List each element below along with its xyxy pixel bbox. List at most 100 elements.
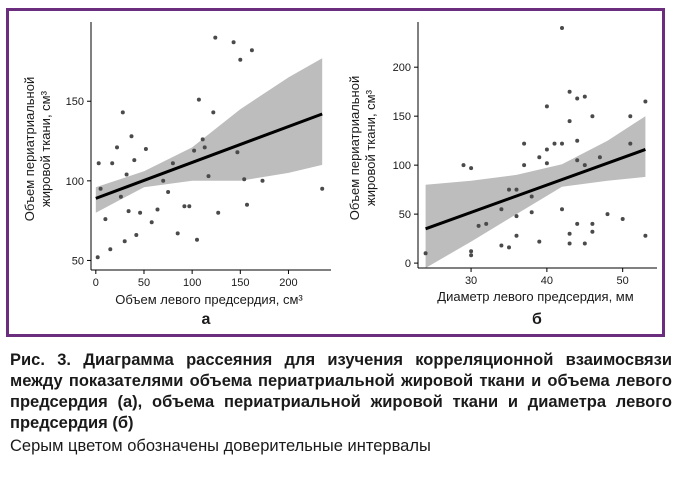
data-point xyxy=(529,194,534,199)
data-point xyxy=(96,161,101,166)
data-point xyxy=(231,40,236,45)
data-point xyxy=(213,35,218,40)
data-point xyxy=(628,114,633,119)
data-point xyxy=(484,221,489,226)
scatter-plot-a: 0 50 100 150 200 50 100 150 Объем левого предсер… xyxy=(22,22,331,328)
data-point xyxy=(575,138,580,143)
data-point xyxy=(115,145,119,150)
data-point xyxy=(143,147,148,151)
data-point xyxy=(499,207,504,212)
y-tick-label: 50 xyxy=(399,209,411,221)
data-point xyxy=(567,89,572,94)
x-tick-label: 50 xyxy=(138,277,150,289)
data-point xyxy=(544,161,549,166)
data-point xyxy=(560,141,564,146)
y-axis-label: Объем периатриальнойжировой ткани, см³ xyxy=(22,77,53,221)
data-point xyxy=(643,99,648,104)
y-tick-label: 100 xyxy=(393,160,411,172)
data-point xyxy=(575,96,580,101)
data-point xyxy=(597,155,602,160)
regression-line xyxy=(425,148,646,231)
data-point xyxy=(122,239,127,244)
data-point xyxy=(461,163,466,168)
data-point xyxy=(423,251,428,256)
confidence-band xyxy=(95,58,323,213)
data-point xyxy=(245,202,249,207)
data-point xyxy=(260,178,265,183)
data-point xyxy=(537,239,542,244)
data-point xyxy=(242,177,247,182)
data-point xyxy=(202,145,207,150)
data-point xyxy=(620,217,625,221)
data-point xyxy=(537,155,542,160)
x-tick-label: 30 xyxy=(465,275,477,287)
data-point xyxy=(544,104,549,109)
data-point xyxy=(522,163,527,168)
data-point xyxy=(134,233,139,237)
data-point xyxy=(196,97,201,102)
data-point xyxy=(235,150,240,155)
panel-label: б xyxy=(532,311,542,328)
panel-label: а xyxy=(202,311,211,328)
data-point xyxy=(206,174,211,179)
data-point xyxy=(567,119,572,124)
data-point xyxy=(166,190,171,194)
y-tick-label: 150 xyxy=(393,111,411,123)
data-point xyxy=(98,186,103,191)
regression-line xyxy=(95,112,323,200)
data-point xyxy=(605,212,610,217)
data-point xyxy=(175,231,180,236)
y-tick-label: 100 xyxy=(66,176,84,188)
figure-caption: Рис. 3. Диаграмма рассеяния для изучения… xyxy=(10,350,672,457)
data-point xyxy=(567,241,572,246)
y-axis-label: Объем периатриальнойжировой ткани, см³ xyxy=(347,76,378,220)
x-axis-label: Объем левого предсердия, см³ xyxy=(115,292,303,307)
data-point xyxy=(195,237,199,242)
data-point xyxy=(103,217,108,222)
data-point xyxy=(628,141,633,146)
x-axis-label: Диаметр левого предсердия, мм xyxy=(437,289,633,304)
data-point xyxy=(108,247,113,252)
data-point xyxy=(575,158,580,163)
data-point xyxy=(192,148,197,153)
data-point xyxy=(529,210,534,215)
scatter-plot-b: 30 40 50 0 50 100 150 200 Диаметр левого предсер… xyxy=(347,22,657,328)
data-point xyxy=(643,233,648,238)
data-point xyxy=(124,172,129,177)
data-point xyxy=(95,255,100,260)
data-point xyxy=(590,221,595,226)
x-tick-label: 0 xyxy=(93,277,99,289)
data-point xyxy=(544,147,549,152)
data-point xyxy=(132,158,137,163)
caption-title: Рис. 3. Диаграмма рассеяния для изучения… xyxy=(10,351,672,432)
data-point xyxy=(200,137,205,142)
data-point xyxy=(138,210,143,215)
data-point xyxy=(182,204,187,209)
data-point xyxy=(499,243,504,248)
data-point xyxy=(211,110,216,115)
data-point xyxy=(149,220,154,225)
data-point xyxy=(567,231,572,236)
data-point xyxy=(514,187,519,192)
x-tick-label: 150 xyxy=(231,277,249,289)
data-point xyxy=(507,245,511,250)
data-point xyxy=(187,204,192,209)
data-point xyxy=(552,141,557,146)
data-point xyxy=(129,134,134,139)
data-point xyxy=(110,161,115,166)
data-point xyxy=(582,163,587,168)
data-point xyxy=(560,26,564,30)
data-point xyxy=(469,166,474,171)
data-point xyxy=(582,94,587,99)
x-tick-label: 40 xyxy=(541,275,553,287)
data-point xyxy=(582,241,587,246)
data-point xyxy=(590,114,595,119)
x-tick-label: 100 xyxy=(183,277,201,289)
data-point xyxy=(469,253,474,258)
data-point xyxy=(249,48,254,53)
y-tick-label: 200 xyxy=(393,62,411,74)
data-point xyxy=(507,187,511,192)
y-tick-label: 150 xyxy=(66,96,84,108)
data-point xyxy=(120,110,125,115)
data-point xyxy=(590,229,595,234)
